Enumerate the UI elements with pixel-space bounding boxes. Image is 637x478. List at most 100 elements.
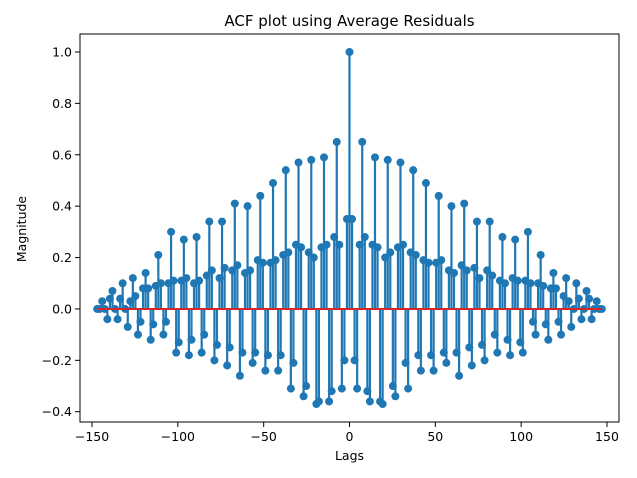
acf-marker — [274, 366, 283, 375]
acf-marker — [559, 292, 568, 301]
acf-marker — [284, 248, 293, 257]
acf-marker — [299, 392, 308, 401]
acf-marker — [126, 297, 135, 306]
acf-marker — [567, 322, 576, 331]
acf-marker — [320, 153, 329, 162]
acf-marker — [337, 384, 346, 393]
y-tick-label: 1.0 — [52, 44, 72, 59]
acf-marker — [399, 240, 408, 249]
x-tick-label: 50 — [427, 429, 443, 444]
acf-marker — [592, 297, 601, 306]
acf-marker — [184, 351, 193, 360]
acf-marker — [205, 217, 214, 226]
acf-marker — [131, 292, 140, 301]
acf-marker — [401, 358, 410, 367]
acf-marker — [289, 358, 298, 367]
acf-marker — [506, 351, 515, 360]
acf-marker — [427, 351, 436, 360]
acf-marker — [228, 266, 237, 275]
acf-marker — [411, 250, 420, 259]
acf-marker — [450, 268, 459, 277]
acf-marker — [304, 248, 313, 257]
y-tick-label: −0.4 — [42, 404, 72, 419]
acf-marker — [396, 158, 405, 167]
acf-marker — [562, 274, 571, 283]
acf-marker — [281, 166, 290, 175]
acf-marker — [381, 253, 390, 262]
acf-marker — [230, 199, 239, 208]
acf-marker — [141, 268, 150, 277]
acf-marker — [437, 256, 446, 265]
acf-marker — [416, 366, 425, 375]
acf-marker — [414, 351, 423, 360]
acf-marker — [577, 315, 586, 324]
acf-marker — [363, 387, 372, 396]
acf-marker — [108, 286, 117, 295]
acf-marker — [587, 315, 596, 324]
acf-marker — [276, 351, 285, 360]
acf-marker — [105, 294, 114, 303]
acf-marker — [179, 235, 188, 244]
x-axis-label: Lags — [335, 448, 364, 463]
acf-marker — [391, 392, 400, 401]
acf-marker — [493, 348, 502, 357]
acf-marker — [192, 232, 201, 241]
acf-marker — [472, 217, 481, 226]
acf-marker — [518, 348, 527, 357]
acf-marker — [261, 366, 270, 375]
x-tick-label: 150 — [595, 429, 619, 444]
acf-marker — [123, 322, 132, 331]
acf-marker — [154, 250, 163, 259]
acf-marker — [488, 271, 497, 280]
acf-marker — [483, 266, 492, 275]
acf-marker — [146, 335, 155, 344]
x-tick-label: −150 — [75, 429, 109, 444]
acf-marker — [386, 248, 395, 257]
acf-marker — [526, 279, 535, 288]
acf-marker — [345, 47, 354, 56]
acf-marker — [421, 179, 430, 188]
acf-marker — [172, 348, 181, 357]
acf-marker — [200, 330, 209, 339]
acf-marker — [511, 235, 520, 244]
acf-marker — [210, 356, 219, 365]
acf-marker — [307, 155, 316, 164]
acf-marker — [529, 317, 538, 326]
chart-title: ACF plot using Average Residuals — [224, 12, 474, 30]
acf-marker — [187, 335, 196, 344]
acf-marker — [355, 240, 364, 249]
acf-marker — [322, 240, 331, 249]
acf-marker — [159, 330, 168, 339]
acf-marker — [218, 217, 227, 226]
acf-marker — [348, 215, 357, 224]
acf-marker — [409, 166, 418, 175]
acf-marker — [557, 330, 566, 339]
acf-marker — [475, 274, 484, 283]
acf-marker — [314, 397, 323, 406]
acf-marker — [248, 358, 257, 367]
acf-marker — [113, 315, 122, 324]
acf-marker — [365, 397, 374, 406]
acf-marker — [330, 232, 339, 241]
x-axis: −150 −100 −50 0 50 100 150 — [75, 422, 619, 444]
acf-marker — [378, 400, 387, 409]
acf-marker — [286, 384, 295, 393]
acf-marker — [215, 274, 224, 283]
acf-marker — [439, 348, 448, 357]
acf-marker — [235, 371, 244, 380]
acf-marker — [144, 284, 153, 293]
acf-marker — [309, 253, 318, 262]
acf-marker — [383, 155, 392, 164]
markers-group — [93, 47, 606, 409]
acf-marker — [485, 217, 494, 226]
acf-marker — [103, 315, 112, 324]
acf-marker — [174, 338, 183, 347]
acf-marker — [207, 266, 216, 275]
acf-marker — [335, 240, 344, 249]
acf-marker — [370, 153, 379, 162]
acf-marker — [531, 330, 540, 339]
acf-marker — [554, 317, 563, 326]
acf-marker — [225, 343, 234, 352]
acf-marker — [136, 317, 145, 326]
acf-marker — [516, 338, 525, 347]
